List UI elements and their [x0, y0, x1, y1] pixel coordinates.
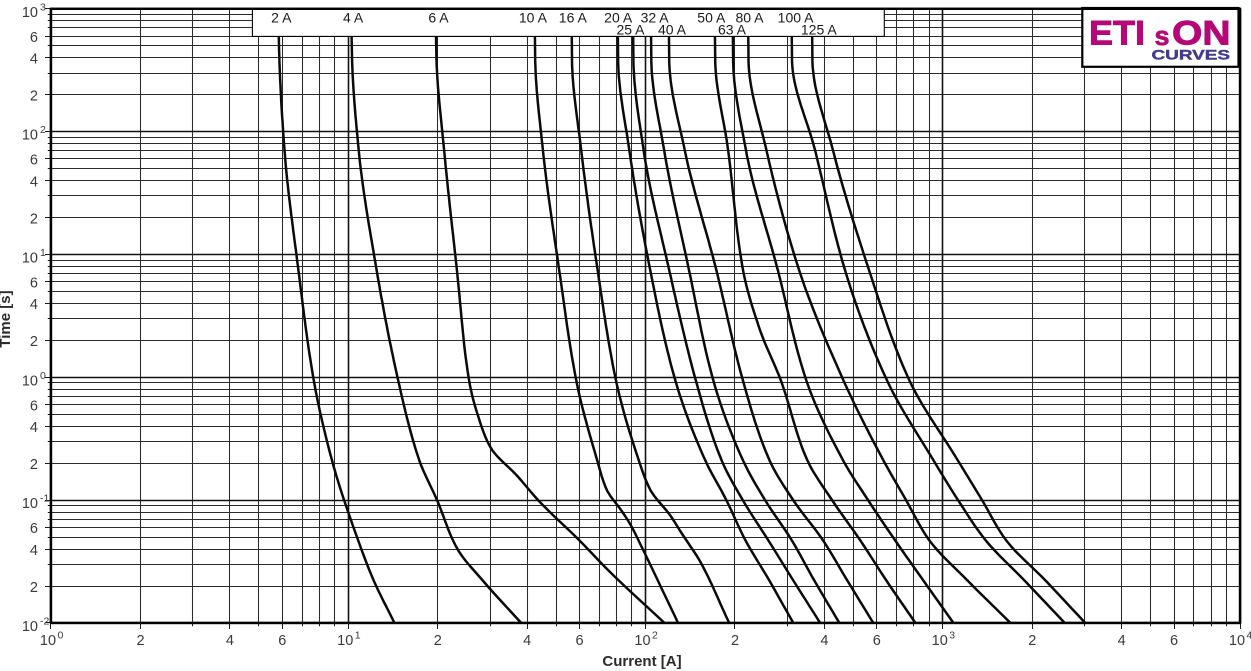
svg-text:3: 3: [40, 1, 46, 13]
svg-text:10: 10: [634, 633, 650, 649]
svg-text:10: 10: [22, 251, 38, 267]
svg-text:6: 6: [1170, 633, 1178, 649]
svg-text:Current [A]: Current [A]: [602, 653, 681, 670]
svg-text:0: 0: [58, 630, 64, 642]
svg-text:6: 6: [30, 153, 38, 169]
svg-text:1: 1: [355, 630, 361, 642]
svg-text:1: 1: [40, 247, 46, 259]
svg-text:2: 2: [1028, 633, 1036, 649]
svg-text:4 A: 4 A: [343, 10, 364, 26]
svg-text:2: 2: [136, 633, 144, 649]
svg-text:4: 4: [820, 633, 828, 649]
svg-text:2: 2: [731, 633, 739, 649]
svg-text:4: 4: [523, 633, 531, 649]
svg-text:10: 10: [40, 633, 56, 649]
svg-text:2: 2: [30, 211, 38, 227]
svg-text:40 A: 40 A: [658, 22, 687, 38]
svg-text:63 A: 63 A: [718, 22, 747, 38]
svg-text:2: 2: [30, 334, 38, 350]
svg-text:6: 6: [30, 398, 38, 414]
svg-text:100 A: 100 A: [778, 10, 814, 26]
svg-text:ETI: ETI: [1089, 14, 1145, 52]
svg-text:4: 4: [30, 297, 38, 313]
svg-text:10 A: 10 A: [519, 10, 548, 26]
svg-text:10: 10: [22, 619, 38, 635]
svg-text:10: 10: [22, 496, 38, 512]
svg-text:3: 3: [949, 630, 955, 642]
svg-text:16 A: 16 A: [559, 10, 588, 26]
svg-text:4: 4: [30, 174, 38, 190]
svg-text:10: 10: [1229, 633, 1245, 649]
svg-text:6: 6: [278, 633, 286, 649]
svg-text:s: s: [1155, 21, 1170, 51]
svg-text:6: 6: [576, 633, 584, 649]
svg-text:4: 4: [30, 52, 38, 68]
svg-text:4: 4: [226, 633, 234, 649]
svg-text:Time [s]: Time [s]: [0, 290, 14, 347]
svg-text:ON: ON: [1172, 14, 1231, 52]
svg-text:6: 6: [30, 276, 38, 292]
svg-text:4: 4: [30, 543, 38, 559]
svg-text:125 A: 125 A: [801, 22, 837, 38]
svg-text:2: 2: [652, 630, 658, 642]
svg-text:80 A: 80 A: [735, 10, 764, 26]
svg-text:4: 4: [30, 420, 38, 436]
svg-text:2: 2: [30, 580, 38, 596]
svg-text:CURVES: CURVES: [1152, 48, 1231, 63]
svg-text:10: 10: [22, 5, 38, 21]
svg-text:2: 2: [40, 124, 46, 136]
svg-text:2: 2: [30, 89, 38, 105]
svg-text:2: 2: [30, 457, 38, 473]
svg-text:10: 10: [22, 373, 38, 389]
svg-text:-2: -2: [40, 616, 49, 628]
svg-text:10: 10: [932, 633, 948, 649]
svg-text:0: 0: [40, 370, 46, 382]
svg-text:50 A: 50 A: [697, 10, 726, 26]
svg-text:20 A: 20 A: [604, 10, 633, 26]
svg-text:6: 6: [873, 633, 881, 649]
svg-text:6: 6: [30, 30, 38, 46]
svg-text:6 A: 6 A: [428, 10, 449, 26]
svg-text:32 A: 32 A: [641, 10, 670, 26]
svg-text:4: 4: [1247, 630, 1251, 642]
svg-text:2: 2: [434, 633, 442, 649]
svg-text:4: 4: [1118, 633, 1126, 649]
svg-text:10: 10: [337, 633, 353, 649]
svg-text:-1: -1: [40, 493, 49, 505]
svg-text:25 A: 25 A: [616, 22, 645, 38]
svg-text:6: 6: [30, 521, 38, 537]
svg-text:10: 10: [22, 128, 38, 144]
svg-text:2 A: 2 A: [271, 10, 292, 26]
